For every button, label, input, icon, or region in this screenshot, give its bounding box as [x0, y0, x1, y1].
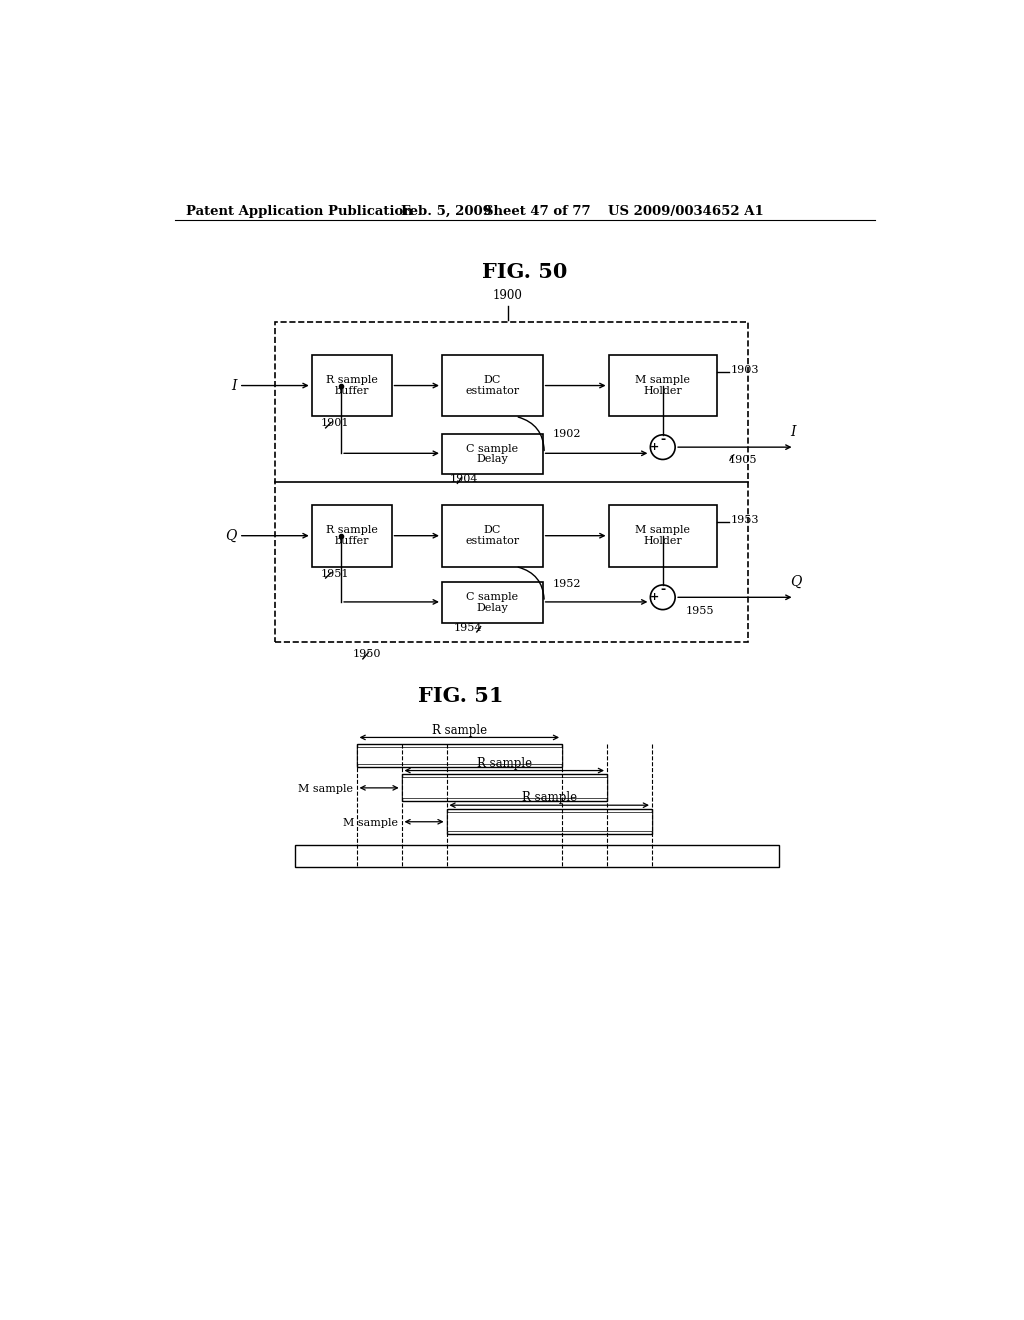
Text: 1954: 1954 [454, 623, 482, 634]
Text: 1951: 1951 [321, 569, 349, 578]
Text: 1952: 1952 [553, 579, 582, 589]
Text: buffer: buffer [335, 536, 369, 546]
Text: M sample: M sample [635, 525, 690, 536]
Bar [275, 322, 748, 642]
Text: C sample: C sample [466, 444, 518, 454]
Text: DC: DC [483, 525, 501, 536]
Text: estimator: estimator [465, 536, 519, 546]
Bar [446, 812, 652, 832]
Bar [311, 355, 391, 416]
Bar [442, 434, 543, 474]
Bar [442, 582, 543, 623]
Text: +: + [649, 442, 658, 453]
Bar [311, 504, 391, 566]
Bar [608, 504, 717, 566]
Text: estimator: estimator [465, 385, 519, 396]
Text: FIG. 51: FIG. 51 [419, 686, 504, 706]
Text: Q: Q [225, 529, 237, 543]
Text: -: - [660, 583, 666, 597]
Text: Holder: Holder [643, 536, 682, 546]
Text: FIG. 50: FIG. 50 [482, 263, 567, 282]
Text: 1901: 1901 [321, 418, 349, 429]
Bar [295, 845, 779, 867]
Text: R sample: R sample [521, 792, 577, 804]
Text: Delay: Delay [476, 603, 508, 612]
Text: I: I [791, 425, 796, 438]
Text: US 2009/0034652 A1: US 2009/0034652 A1 [608, 205, 764, 218]
Bar [401, 777, 607, 799]
Text: 1953: 1953 [730, 515, 759, 524]
Bar [446, 809, 652, 834]
Text: 1955: 1955 [686, 606, 715, 616]
Bar [608, 355, 717, 416]
Text: +: + [649, 593, 658, 602]
Text: C sample: C sample [466, 591, 518, 602]
Text: R sample: R sample [326, 375, 378, 385]
Text: I: I [231, 379, 237, 392]
Bar [356, 747, 562, 763]
Text: 1903: 1903 [730, 366, 759, 375]
Text: buffer: buffer [335, 385, 369, 396]
Bar [442, 504, 543, 566]
Text: M sample: M sample [343, 818, 397, 828]
Bar [401, 775, 607, 801]
Text: 1950: 1950 [352, 649, 381, 660]
Text: 1905: 1905 [729, 454, 757, 465]
Bar [356, 743, 562, 767]
Text: 1900: 1900 [493, 289, 522, 302]
Text: M sample: M sample [635, 375, 690, 385]
Text: Holder: Holder [643, 385, 682, 396]
Text: Patent Application Publication: Patent Application Publication [186, 205, 413, 218]
Text: Q: Q [791, 574, 802, 589]
Text: DC: DC [483, 375, 501, 385]
Text: Feb. 5, 2009: Feb. 5, 2009 [400, 205, 492, 218]
Text: R sample: R sample [432, 723, 486, 737]
Bar [442, 355, 543, 416]
Text: 1904: 1904 [450, 474, 478, 484]
Text: Sheet 47 of 77: Sheet 47 of 77 [484, 205, 591, 218]
Text: 1902: 1902 [553, 429, 582, 440]
Text: -: - [660, 433, 666, 446]
Text: Delay: Delay [476, 454, 508, 465]
Text: R sample: R sample [326, 525, 378, 536]
Text: R sample: R sample [477, 756, 531, 770]
Text: M sample: M sample [298, 784, 352, 795]
